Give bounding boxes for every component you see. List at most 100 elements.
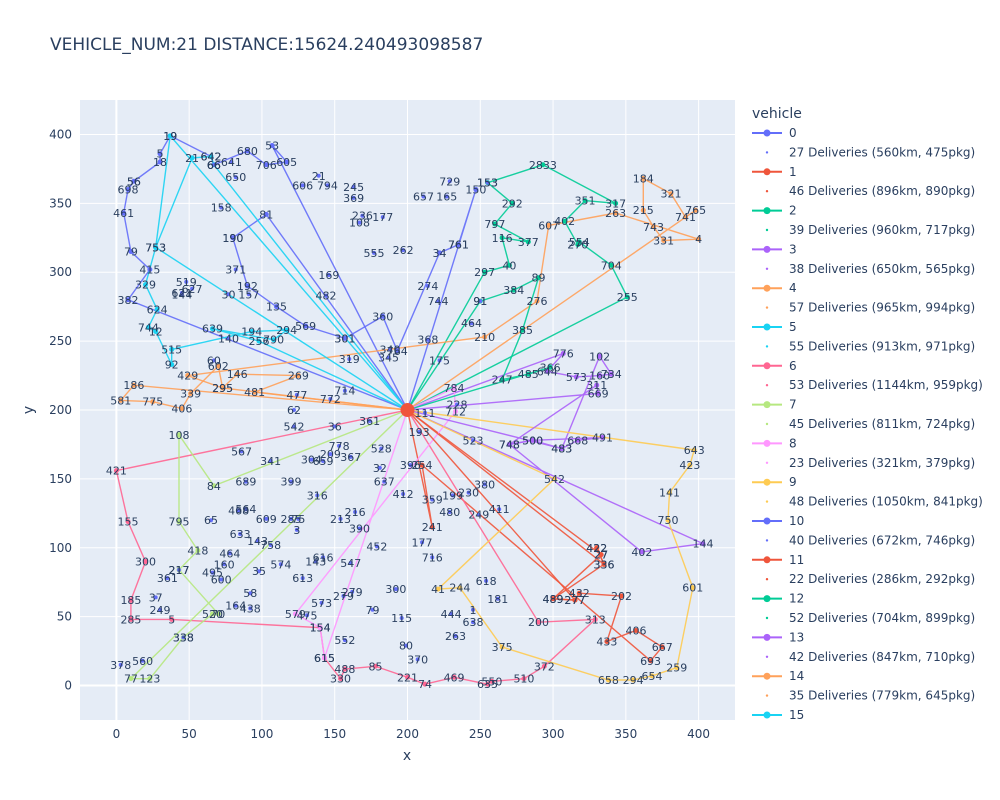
stop-label: 606 — [292, 179, 313, 192]
legend-item-route-3[interactable]: 3 — [752, 242, 797, 256]
stop-label: 438 — [240, 602, 261, 615]
stop-marker — [319, 600, 324, 605]
stop-marker — [291, 408, 296, 412]
legend-item-deliveries-6[interactable]: 53 Deliveries (1144km, 959pkg) — [765, 378, 983, 392]
legend-item-route-13[interactable]: 13 — [752, 630, 804, 644]
stop-label: 659 — [313, 455, 334, 468]
legend-marker-swatch — [763, 517, 771, 525]
stop-label: 384 — [503, 284, 524, 297]
stop-label: 390 — [349, 522, 370, 535]
stop-marker — [367, 419, 372, 424]
stop-marker — [476, 512, 481, 517]
legend-item-route-10[interactable]: 10 — [752, 514, 804, 528]
stop-marker — [296, 516, 301, 521]
legend[interactable]: 0 27 Deliveries (560km, 475pkg) 1 46 Delive… — [752, 126, 983, 741]
stop-marker — [394, 348, 400, 354]
stop-label: 338 — [173, 631, 194, 644]
stop-label: 616 — [313, 551, 334, 564]
stop-label: 412 — [393, 488, 414, 501]
legend-item-deliveries-3[interactable]: 38 Deliveries (650km, 565pkg) — [765, 262, 975, 276]
y-axis-label: y — [21, 406, 37, 414]
stop-label: 21 — [185, 152, 199, 165]
stop-label: 135 — [266, 301, 287, 314]
stop-marker — [399, 616, 404, 621]
legend-item-deliveries-12[interactable]: 52 Deliveries (704km, 899pkg) — [765, 611, 975, 625]
stop-label: 523 — [463, 434, 484, 447]
legend-item-route-0[interactable]: 0 — [752, 126, 797, 140]
stop-marker — [499, 644, 505, 650]
stop-label: 160 — [214, 558, 235, 571]
legend-item-route-1[interactable]: 1 — [752, 165, 797, 179]
stop-marker — [128, 249, 134, 255]
legend-item-deliveries-1[interactable]: 46 Deliveries (896km, 890pkg) — [765, 184, 975, 198]
stop-marker — [233, 175, 238, 180]
stop-marker — [121, 210, 127, 216]
stop-marker — [229, 160, 234, 164]
legend-item-route-5[interactable]: 5 — [752, 320, 797, 334]
stop-label: 249 — [468, 509, 489, 522]
stop-marker — [338, 676, 344, 682]
legend-item-route-11[interactable]: 11 — [752, 553, 804, 567]
stop-marker — [560, 351, 566, 357]
stop-label: 276 — [527, 295, 548, 308]
stop-marker — [696, 236, 702, 242]
stop-marker — [153, 244, 159, 250]
legend-item-route-14[interactable]: 14 — [752, 669, 804, 683]
stop-label: 27 — [594, 549, 608, 562]
legend-item-deliveries-13[interactable]: 42 Deliveries (847km, 710pkg) — [765, 650, 975, 664]
legend-item-deliveries-15[interactable]: 37 Deliveries (580km, 604pkg) — [766, 727, 975, 741]
stop-label: 62 — [287, 404, 301, 417]
stop-marker — [143, 282, 148, 288]
y-tick-label: 150 — [49, 472, 72, 486]
stop-marker — [506, 262, 512, 268]
legend-item-deliveries-4[interactable]: 57 Deliveries (965km, 994pkg) — [765, 301, 975, 315]
legend-item-deliveries-10[interactable]: 40 Deliveries (672km, 746pkg) — [765, 533, 975, 547]
legend-label: 13 — [789, 630, 804, 644]
stop-label: 217 — [168, 564, 189, 577]
legend-dot-swatch — [765, 500, 769, 503]
stop-marker — [248, 606, 253, 611]
stop-marker — [497, 507, 502, 512]
legend-item-deliveries-2[interactable]: 39 Deliveries (960km, 717pkg) — [765, 223, 975, 237]
legend-item-route-12[interactable]: 12 — [752, 592, 804, 606]
legend-item-deliveries-5[interactable]: 55 Deliveries (913km, 971pkg) — [765, 339, 975, 353]
legend-item-route-15[interactable]: 15 — [752, 708, 804, 722]
legend-item-route-8[interactable]: 8 — [752, 436, 797, 450]
stop-label: 637 — [374, 476, 395, 489]
stop-marker — [372, 250, 377, 255]
legend-item-route-7[interactable]: 7 — [752, 398, 797, 412]
stop-marker — [300, 183, 305, 188]
stop-marker — [640, 207, 646, 213]
legend-item-route-4[interactable]: 4 — [752, 281, 797, 295]
legend-item-route-6[interactable]: 6 — [752, 359, 797, 373]
stop-label: 41 — [431, 583, 445, 596]
stop-marker — [683, 214, 689, 220]
legend-item-deliveries-14[interactable]: 35 Deliveries (779km, 645pkg) — [765, 689, 975, 703]
legend-item-deliveries-0[interactable]: 27 Deliveries (560km, 475pkg) — [765, 145, 975, 159]
legend-marker-swatch — [763, 401, 771, 409]
stop-label: 140 — [218, 332, 239, 345]
stop-marker — [150, 399, 156, 405]
depot-marker — [400, 403, 415, 417]
legend-dot-swatch — [765, 461, 769, 464]
legend-item-deliveries-8[interactable]: 23 Deliveries (321km, 379pkg) — [765, 456, 975, 470]
legend-item-deliveries-11[interactable]: 22 Deliveries (286km, 292pkg) — [765, 572, 975, 586]
legend-dot-swatch — [765, 578, 769, 581]
stop-marker — [169, 362, 175, 368]
legend-item-route-2[interactable]: 2 — [752, 204, 797, 218]
legend-item-route-9[interactable]: 9 — [752, 475, 797, 489]
legend-item-deliveries-9[interactable]: 48 Deliveries (1050km, 841pkg) — [765, 495, 983, 509]
legend-detail-label: 40 Deliveries (672km, 746pkg) — [789, 533, 975, 547]
stop-marker — [521, 676, 527, 682]
stop-label: 155 — [118, 516, 139, 529]
legend-marker-swatch — [763, 711, 771, 719]
stop-label: 693 — [640, 655, 661, 668]
stop-label: 254 — [412, 459, 433, 472]
legend-dot-swatch — [765, 306, 769, 309]
stop-label: 423 — [679, 459, 700, 472]
x-axis-label: x — [403, 748, 411, 764]
legend-item-deliveries-7[interactable]: 45 Deliveries (811km, 724pkg) — [765, 417, 975, 431]
stop-label: 255 — [617, 291, 638, 304]
stop-label: 160 — [589, 370, 610, 383]
legend-dot-swatch — [765, 345, 769, 348]
